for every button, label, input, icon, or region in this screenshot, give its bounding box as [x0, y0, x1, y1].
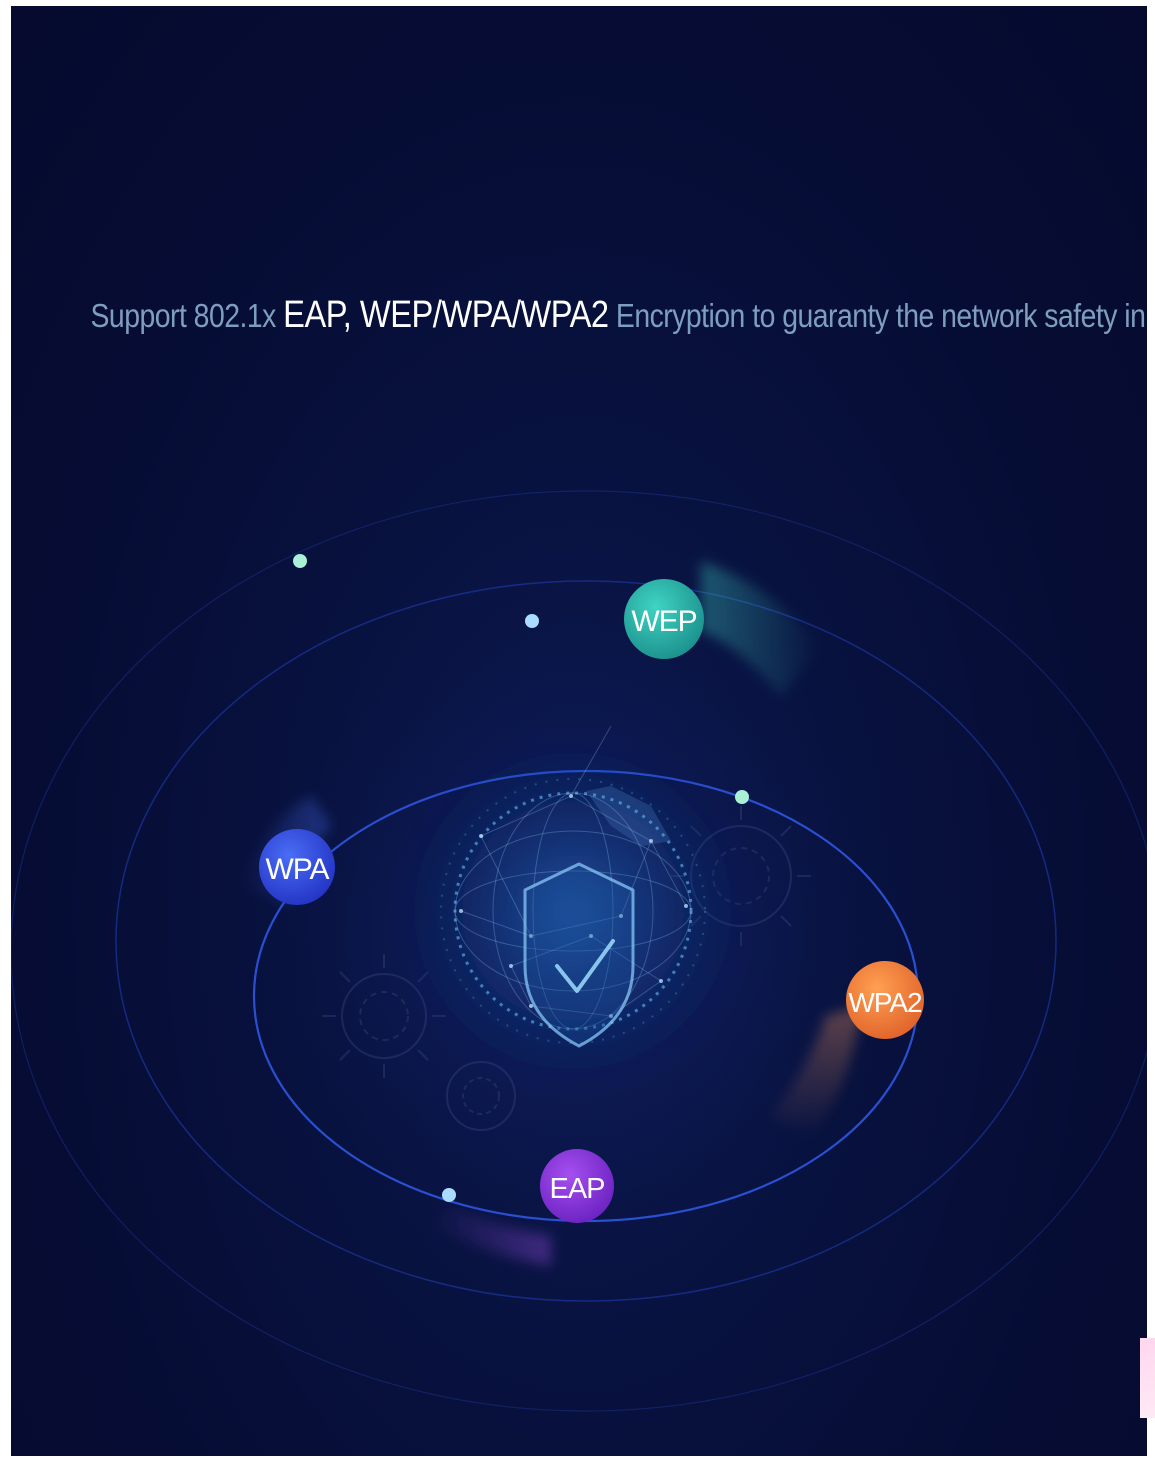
headline-highlight-text: EAP, WEP/WPA/WPA2 [283, 294, 609, 336]
wep-badge-label: WEP [631, 605, 696, 638]
edge-decoration [1140, 1338, 1155, 1418]
headline-tail-text: Encryption to guaranty the network safet… [615, 297, 1147, 334]
wep-badge: WEP [624, 579, 704, 659]
encryption-orbit-illustration: WEP WPA WPA2 EAP [11, 490, 1147, 1412]
wpa-badge-label: WPA [265, 853, 329, 886]
globe-mesh-icon [388, 725, 758, 1096]
shield-check-icon [523, 862, 635, 1048]
headline-lead-text: Support 802.1x [90, 297, 284, 334]
eap-badge-label: EAP [549, 1173, 604, 1205]
headline: Support 802.1x EAP, WEP/WPA/WPA2 Encrypt… [90, 294, 1147, 337]
wpa2-badge-label: WPA2 [848, 987, 922, 1018]
wpa-badge: WPA [259, 829, 335, 905]
hero-banner: Support 802.1x EAP, WEP/WPA/WPA2 Encrypt… [11, 6, 1147, 1456]
eap-badge: EAP [540, 1149, 614, 1223]
orbit-dots [293, 554, 749, 1202]
wpa2-badge: WPA2 [846, 961, 924, 1039]
